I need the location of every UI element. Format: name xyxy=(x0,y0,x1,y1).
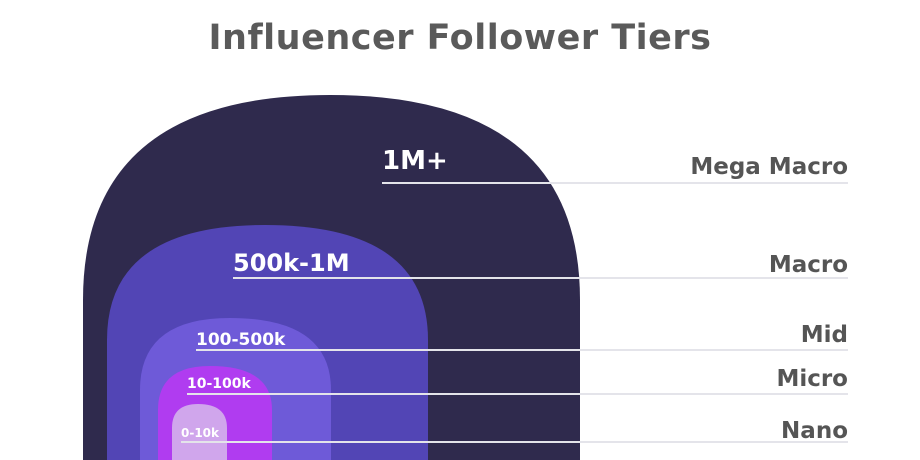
macro-tier-name: Macro xyxy=(769,252,848,278)
micro-tier-name: Micro xyxy=(776,366,848,392)
chart-title: Influencer Follower Tiers xyxy=(208,18,712,58)
nano-arch xyxy=(172,404,227,460)
mid-tier-name: Mid xyxy=(801,322,848,348)
nano-range-label: 0-10k xyxy=(181,426,220,440)
mega-range-label: 1M+ xyxy=(382,146,448,176)
nano-tier-name: Nano xyxy=(781,418,848,444)
mega-tier-name: Mega Macro xyxy=(690,154,848,180)
macro-range-label: 500k-1M xyxy=(233,249,350,277)
mid-range-label: 100-500k xyxy=(196,330,286,350)
micro-range-label: 10-100k xyxy=(187,376,252,392)
